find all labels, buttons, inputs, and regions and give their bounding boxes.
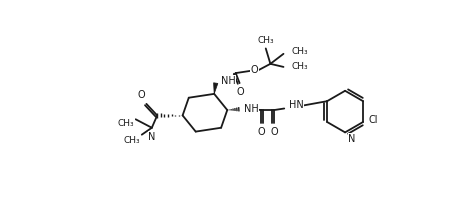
Text: O: O (270, 127, 278, 137)
Text: NH: NH (221, 76, 236, 86)
Text: HN: HN (289, 100, 303, 110)
Text: CH₃: CH₃ (124, 136, 140, 145)
Text: O: O (138, 90, 146, 100)
Text: CH₃: CH₃ (118, 119, 134, 128)
Text: N: N (148, 132, 155, 142)
Polygon shape (214, 83, 218, 94)
Text: CH₃: CH₃ (257, 36, 274, 45)
Text: O: O (257, 127, 265, 137)
Text: CH₃: CH₃ (291, 47, 308, 56)
Text: NH: NH (244, 104, 259, 114)
Text: O: O (236, 87, 244, 97)
Text: N: N (348, 134, 355, 144)
Text: Cl: Cl (369, 115, 378, 125)
Text: O: O (251, 65, 258, 75)
Text: CH₃: CH₃ (291, 62, 308, 71)
